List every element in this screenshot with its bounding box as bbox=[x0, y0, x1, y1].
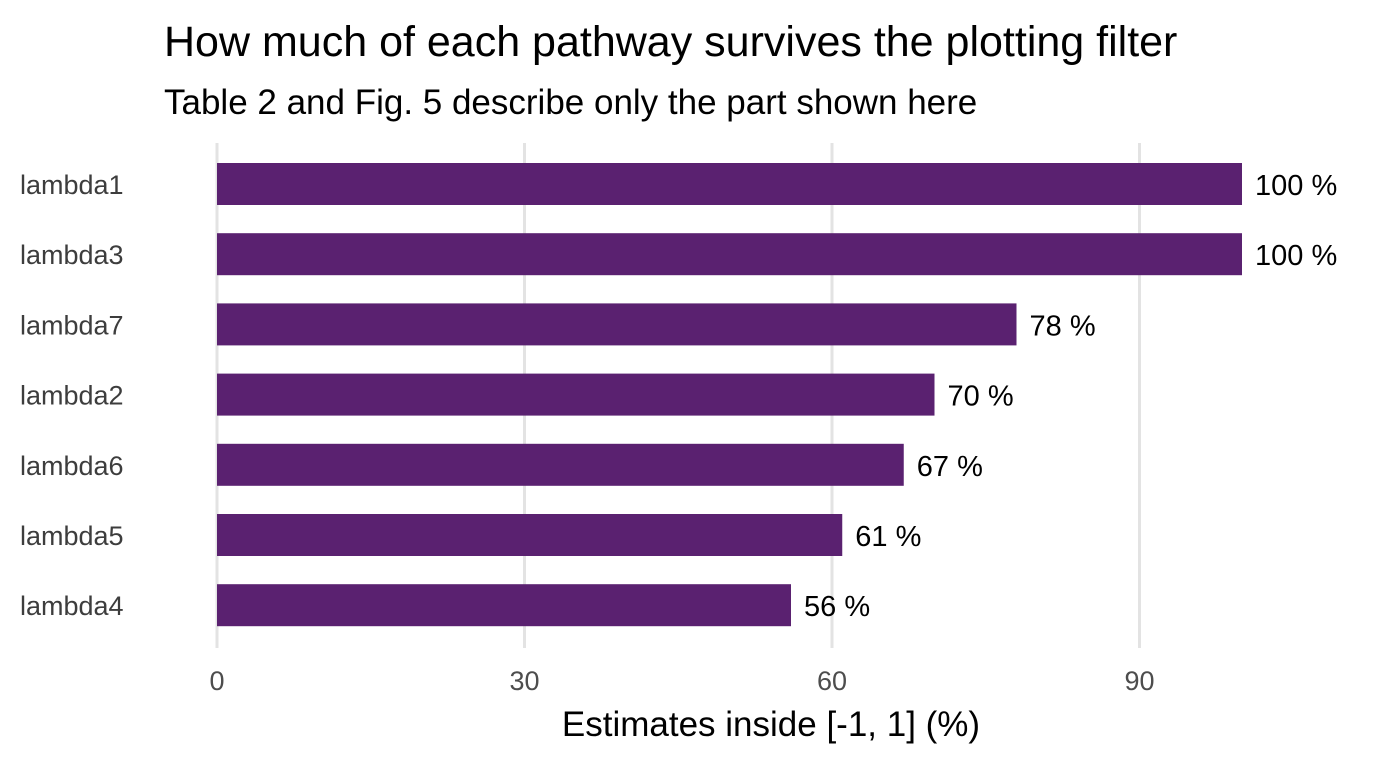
value-label-lambda5: 61 % bbox=[855, 521, 921, 553]
x-tick-label-60: 60 bbox=[817, 666, 847, 696]
bar-lambda3 bbox=[217, 233, 1242, 276]
category-label-lambda5: lambda5 bbox=[20, 521, 124, 551]
category-label-lambda4: lambda4 bbox=[20, 591, 124, 621]
value-label-lambda6: 67 % bbox=[917, 451, 983, 483]
chart-subtitle: Table 2 and Fig. 5 describe only the par… bbox=[164, 83, 977, 122]
category-label-lambda2: lambda2 bbox=[20, 381, 124, 411]
value-labels: 100 % 100 % 78 % 70 % 67 % 61 % 56 % bbox=[804, 170, 1337, 623]
x-tick-label-90: 90 bbox=[1124, 666, 1154, 696]
value-label-lambda7: 78 % bbox=[1030, 310, 1096, 342]
bar-lambda1 bbox=[217, 163, 1242, 205]
bar-lambda7 bbox=[217, 303, 1017, 346]
bar-lambda2 bbox=[217, 373, 935, 416]
category-label-lambda6: lambda6 bbox=[20, 451, 124, 481]
value-label-lambda4: 56 % bbox=[804, 591, 870, 623]
category-label-lambda3: lambda3 bbox=[20, 240, 124, 270]
bar-lambda5 bbox=[217, 514, 843, 556]
x-axis-ticks: 0 30 60 90 bbox=[209, 666, 1154, 696]
x-tick-label-0: 0 bbox=[209, 666, 224, 696]
value-label-lambda1: 100 % bbox=[1255, 170, 1337, 202]
x-tick-label-30: 30 bbox=[509, 666, 539, 696]
category-axis: lambda1 lambda3 lambda7 lambda2 lambda6 lambd… bbox=[20, 170, 124, 621]
bars bbox=[217, 163, 1242, 627]
chart-title: How much of each pathway survives the pl… bbox=[164, 18, 1177, 66]
bar-lambda6 bbox=[217, 443, 904, 486]
value-label-lambda3: 100 % bbox=[1255, 240, 1337, 272]
bar-lambda4 bbox=[217, 584, 791, 627]
category-label-lambda1: lambda1 bbox=[20, 170, 124, 200]
value-label-lambda2: 70 % bbox=[948, 381, 1014, 413]
x-axis-title: Estimates inside [-1, 1] (%) bbox=[562, 705, 980, 744]
category-label-lambda7: lambda7 bbox=[20, 310, 124, 340]
